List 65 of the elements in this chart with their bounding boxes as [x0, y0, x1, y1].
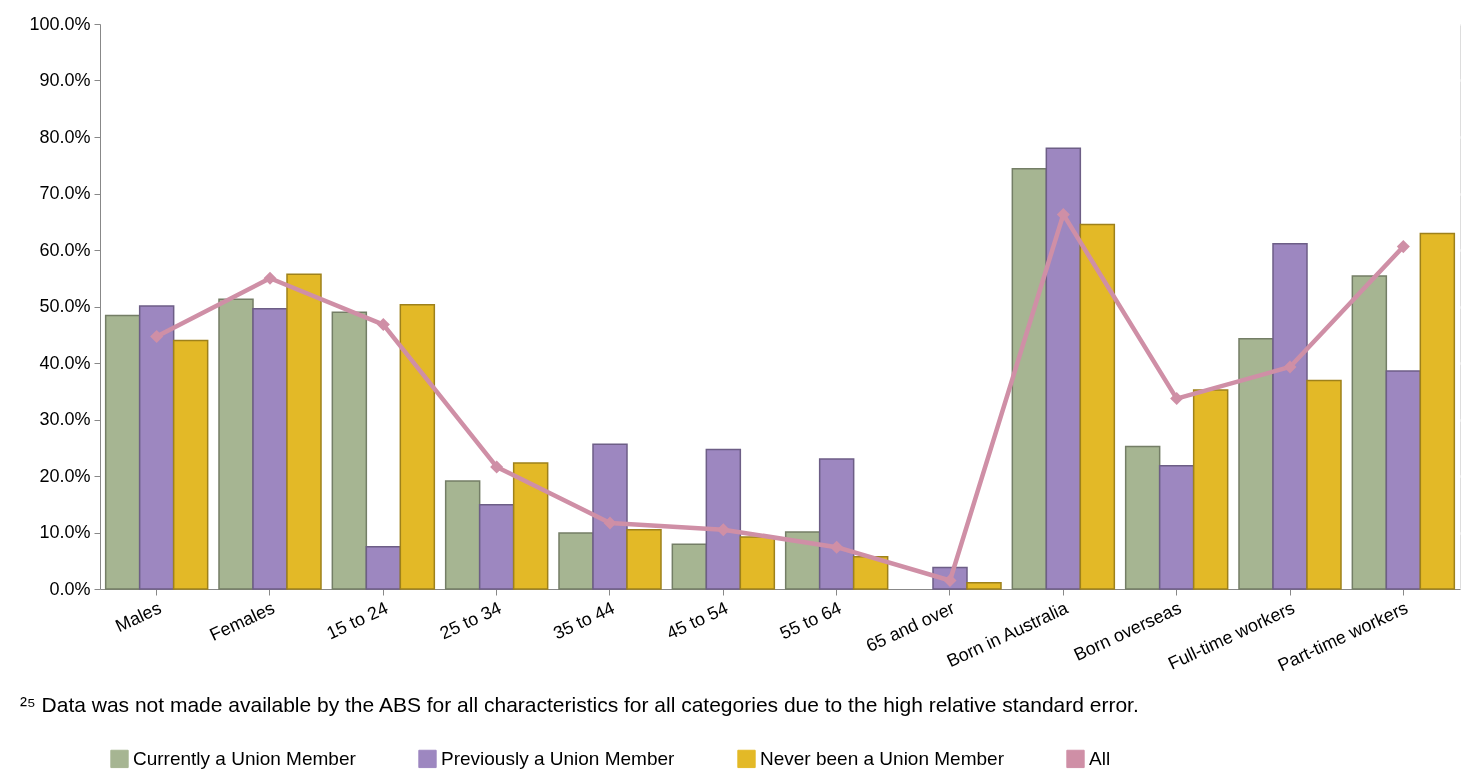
y-tick-label: 90.0% [39, 70, 91, 90]
bar [852, 556, 889, 590]
point [263, 271, 277, 285]
x-tick-label: Males [112, 597, 165, 637]
bar [104, 314, 141, 590]
bar [1045, 147, 1082, 590]
bar [444, 480, 481, 590]
bar [399, 304, 436, 590]
point [1056, 207, 1070, 221]
y-tick-label: 60.0% [39, 239, 91, 260]
y-tick-label: 0.0% [49, 578, 91, 599]
legend-label: Currently a Union Member [133, 747, 357, 769]
bar [286, 273, 322, 590]
y-tick-label: 50.0% [39, 296, 91, 316]
y-tick-label: 100.0% [29, 13, 91, 34]
legend-label: Never been a Union Member [760, 747, 1005, 769]
x-tick-label: 45 to 54 [663, 597, 731, 644]
bar [739, 536, 776, 590]
x-tick-label: 55 to 64 [776, 597, 845, 644]
bar [626, 528, 662, 590]
bar [705, 448, 742, 590]
bar [671, 543, 708, 590]
legend-label: All [1089, 747, 1111, 769]
point [1396, 240, 1410, 254]
x-tick-label: 15 to 24 [323, 597, 391, 644]
bar [138, 305, 175, 590]
bar [365, 545, 402, 590]
bar [218, 298, 254, 590]
y-tick-label: 10.0% [39, 522, 91, 542]
bar [1419, 232, 1456, 590]
point [376, 318, 390, 332]
y-tick-label: 40.0% [39, 352, 91, 373]
bar [592, 443, 628, 590]
bar [1011, 167, 1048, 590]
bar [818, 458, 855, 590]
y-tick-label: 20.0% [39, 465, 91, 486]
point [1283, 360, 1297, 374]
bar [1272, 243, 1308, 590]
point [830, 540, 844, 554]
bar [1079, 223, 1116, 590]
bar [512, 462, 549, 590]
point [490, 460, 504, 474]
legend-label: Previously a Union Member [441, 747, 676, 769]
bar [1158, 465, 1195, 590]
bar [478, 504, 515, 590]
point [150, 329, 164, 343]
x-tick-label: 35 to 44 [550, 597, 618, 644]
bar [1192, 389, 1229, 590]
bar [1385, 370, 1422, 590]
point [716, 523, 730, 537]
bar [966, 582, 1002, 590]
bar [558, 532, 594, 590]
bar [172, 339, 209, 590]
y-tick-label: 70.0% [39, 183, 91, 203]
bar [252, 308, 288, 590]
point [1170, 392, 1184, 406]
bar [1124, 445, 1161, 590]
x-tick-label: 25 to 34 [436, 597, 505, 644]
bar [1306, 379, 1342, 590]
text: ²⁵ Data was not made available by the ABS for all characteristics for all categories due to the high relative standard error. [20, 693, 1139, 716]
bar [1238, 337, 1274, 590]
y-tick-label: 30.0% [39, 409, 91, 429]
bar [1351, 275, 1388, 590]
y-tick-label: 80.0% [39, 126, 91, 147]
bar [331, 311, 368, 590]
